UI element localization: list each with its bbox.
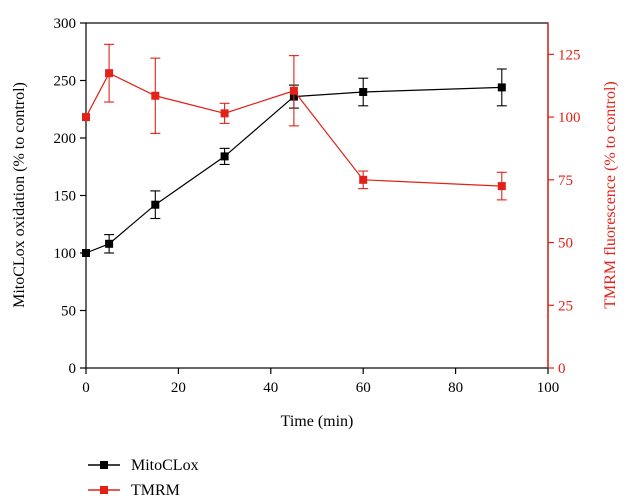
data-point [289,86,298,95]
right-y-tick-label: 50 [558,236,573,252]
x-tick-label: 60 [356,380,371,396]
data-point [220,109,229,118]
left-y-axis-title: MitoCLox oxidation (% to control) [11,82,28,308]
left-y-axis: 0 50 100 150 200 250 300 [54,16,86,377]
data-point [82,249,90,257]
series-layer [82,43,507,257]
legend-item-mitoclox: MitoCLox [88,457,199,474]
x-axis-title: Time (min) [281,413,354,430]
right-y-tick-label: 75 [558,173,573,189]
x-tick-label: 80 [448,380,463,396]
right-y-axis-title: TMRM fluorescence (% to control) [602,81,619,308]
data-point [105,239,114,248]
series-mitoclox [82,68,507,257]
right-y-tick-label: 0 [558,361,566,377]
x-tick-label: 100 [537,380,560,396]
data-point [151,91,160,100]
legend-item-tmrm: TMRM [88,482,180,499]
legend: MitoCLox TMRM [88,457,199,499]
right-y-tick-label: 125 [558,47,581,63]
left-y-tick-label: 150 [54,189,77,205]
right-y-tick-label: 25 [558,298,573,314]
left-y-tick-label: 0 [69,361,77,377]
legend-label-mitoclox: MitoCLox [131,457,199,474]
left-y-tick-label: 300 [54,16,77,32]
right-y-tick-label: 100 [558,110,581,126]
data-point [105,69,114,78]
x-axis: 0 20 40 60 80 100 [82,368,559,396]
data-point [82,113,90,122]
data-point [359,175,368,184]
x-tick-label: 40 [263,380,278,396]
data-point [497,83,506,92]
right-y-axis: 0 25 50 75 100 125 [548,47,581,377]
left-y-tick-label: 50 [61,304,76,320]
data-point [220,152,229,161]
data-point [497,182,506,191]
legend-label-tmrm: TMRM [131,482,180,499]
x-tick-label: 20 [171,380,186,396]
data-point [151,200,160,209]
series-tmrm [82,43,507,201]
left-y-tick-label: 250 [54,74,77,90]
left-y-tick-label: 200 [54,131,77,147]
data-point [359,88,368,96]
x-tick-label: 0 [82,380,90,396]
left-y-tick-label: 100 [54,246,77,262]
